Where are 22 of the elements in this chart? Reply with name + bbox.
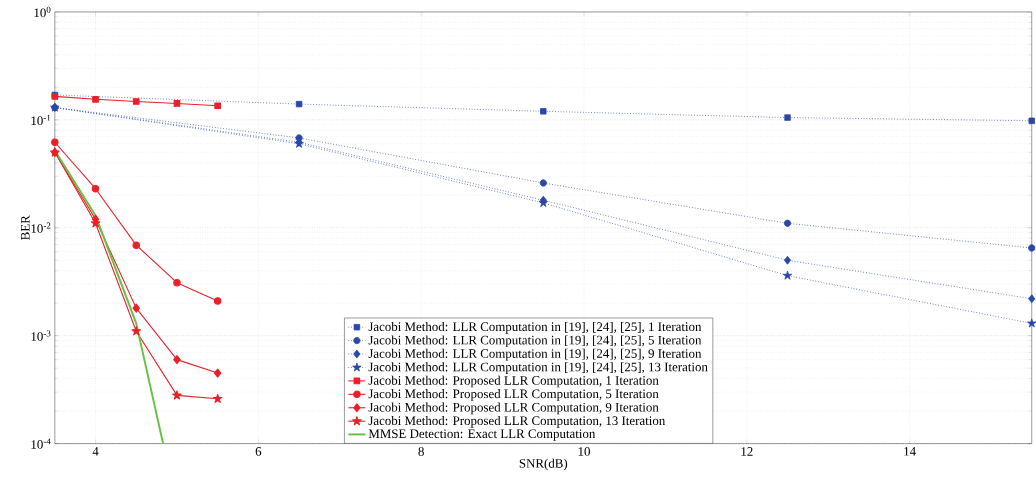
y-tick-label: 10$^{0}$ — [34, 6, 51, 17]
x-tick-label: 4 — [92, 446, 99, 456]
x-tick-label: 12 — [741, 446, 753, 456]
y-tick-label: 10$^{-3}$ — [31, 330, 51, 341]
legend-label: Jacobi Method: LLR Computation in [19], [24], [25], 9 Iteration — [368, 348, 702, 361]
legend-label: Jacobi Method: LLR Computation in [19], [24], [25], 5 Iteration — [368, 335, 702, 347]
x-tick-label: 8 — [418, 446, 424, 456]
y-tick-label: 10$^{-4}$ — [31, 438, 51, 449]
x-axis-title: SNR(dB) — [519, 458, 568, 471]
y-axis-title: BER — [21, 215, 30, 240]
legend-label: Jacobi Method: LLR Computation in [19], [24], [25], 1 Iteration — [368, 321, 702, 334]
legend-label: Jacobi Method: Proposed LLR Computation, 13 Iteration — [368, 415, 666, 428]
x-tick-label: 14 — [904, 446, 916, 456]
y-tick-label: 10$^{-2}$ — [31, 222, 51, 233]
x-tick-label: 6 — [255, 446, 262, 456]
legend-label: Jacobi Method: Proposed LLR Computation, 5 Iteration — [368, 388, 659, 401]
legend-label: MMSE Detection: Exact LLR Computation — [368, 429, 596, 441]
legend-label: Jacobi Method: Proposed LLR Computation, 1 Iteration — [368, 375, 659, 388]
legend-label: Jacobi Method: LLR Computation in [19], [24], [25], 13 Iteration — [368, 362, 708, 374]
y-tick-label: 10$^{-1}$ — [31, 114, 51, 125]
x-tick-label: 10 — [578, 446, 590, 456]
legend-label: Jacobi Method: Proposed LLR Computation, 9 Iteration — [368, 402, 659, 415]
